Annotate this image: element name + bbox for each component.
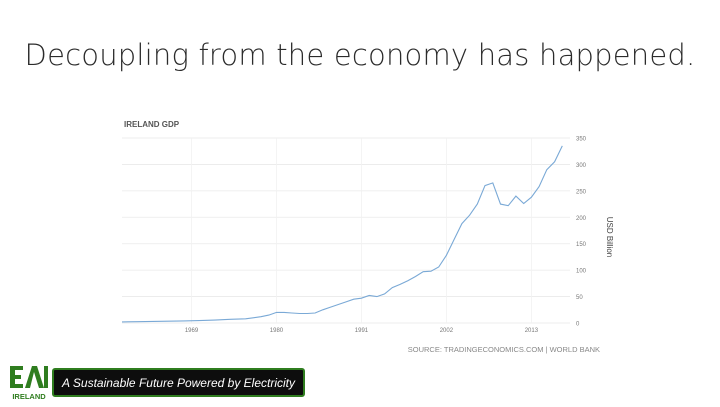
y-tick-label: 0 xyxy=(576,322,580,328)
x-tick-label: 1991 xyxy=(355,328,369,334)
gdp-chart: IRELAND GDP 0 50 100 150 200 250 300 350 1969 19… xyxy=(100,105,630,360)
y-tick-label: 250 xyxy=(576,189,587,195)
y-tick-label: 300 xyxy=(576,163,587,169)
slide-title: Decoupling from the economy has happened… xyxy=(24,38,696,72)
x-tick-label: 1980 xyxy=(270,328,284,334)
logo-text: IRELAND xyxy=(12,392,46,401)
x-tick-label: 2013 xyxy=(525,328,539,334)
chart-source: SOURCE: TRADINGECONOMICS.COM | WORLD BAN… xyxy=(408,345,600,354)
x-tick-label: 2002 xyxy=(440,328,454,334)
y-tick-label: 350 xyxy=(576,137,587,143)
y-axis-label: USD Billion xyxy=(605,217,614,257)
tagline-text: A Sustainable Future Powered by Electric… xyxy=(62,375,295,390)
y-tick-label: 200 xyxy=(576,216,587,222)
x-axis-ticks: 1969 1980 1991 2002 2013 xyxy=(185,328,539,334)
logo-mark: IRELAND xyxy=(10,366,48,401)
y-tick-label: 50 xyxy=(576,295,583,301)
tagline-banner: A Sustainable Future Powered by Electric… xyxy=(52,368,305,397)
eai-ireland-logo: IRELAND xyxy=(8,364,50,402)
chart-title: IRELAND GDP xyxy=(124,120,180,129)
y-tick-label: 150 xyxy=(576,242,587,248)
y-tick-label: 100 xyxy=(576,269,587,275)
gridlines xyxy=(122,137,570,324)
series-line xyxy=(121,145,563,323)
y-axis-ticks: 0 50 100 150 200 250 300 350 xyxy=(576,137,587,328)
x-tick-label: 1969 xyxy=(185,328,199,334)
